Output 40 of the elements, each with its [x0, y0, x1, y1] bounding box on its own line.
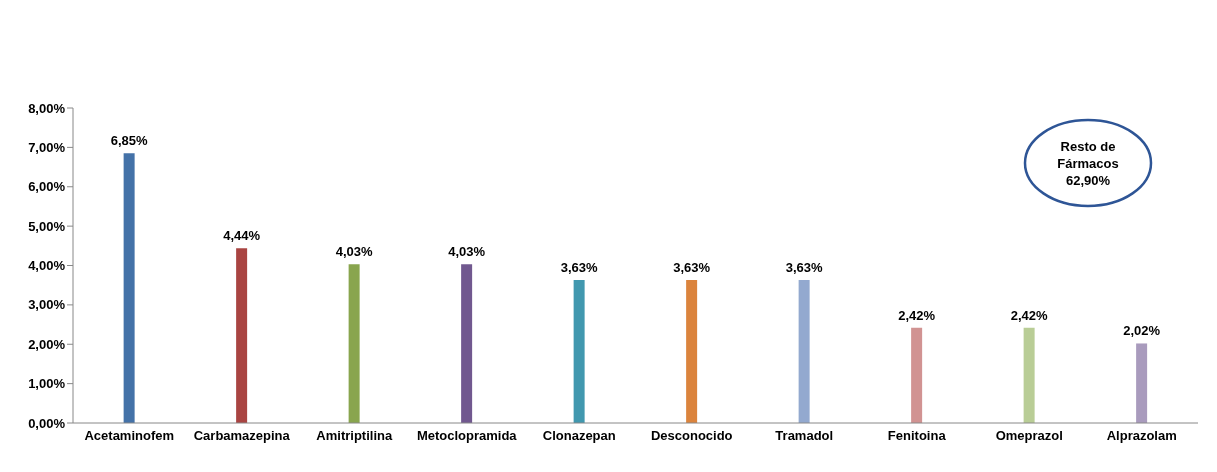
x-tick-label: Desconocido [650, 428, 733, 444]
data-label: 2,42% [898, 307, 936, 323]
data-label: 6,85% [110, 133, 148, 149]
x-tick-label: Carbamazepina [193, 428, 291, 444]
data-label: 4,03% [335, 244, 373, 260]
data-label: 2,02% [1123, 323, 1161, 339]
x-tick-label: Clonazepan [542, 428, 616, 444]
data-label: 4,03% [448, 244, 486, 260]
bar [1023, 327, 1035, 423]
data-label: 4,44% [223, 228, 261, 244]
data-label: 3,63% [673, 260, 711, 276]
x-tick-label: Acetaminofem [84, 428, 175, 444]
x-tick-label: Alprazolam [1106, 428, 1177, 444]
y-tick-label: 4,00% [28, 258, 66, 274]
bar [236, 248, 248, 423]
bar [573, 280, 585, 423]
bar [1136, 343, 1148, 423]
data-label: 3,63% [785, 260, 823, 276]
bar [461, 264, 473, 423]
annotation: Resto de Fármacos 62,90% [1056, 138, 1120, 189]
bar [686, 280, 698, 423]
y-tick-label: 1,00% [28, 376, 66, 392]
y-tick-label: 8,00% [28, 100, 66, 116]
data-label: 3,63% [560, 260, 598, 276]
bar [798, 280, 810, 423]
x-tick-label: Omeprazol [995, 428, 1063, 444]
x-tick-label: Metoclopramida [416, 428, 518, 444]
data-label: 2,42% [1010, 307, 1048, 323]
bar [348, 264, 360, 423]
bar [123, 153, 135, 423]
bar [911, 327, 923, 423]
y-tick-label: 6,00% [28, 179, 66, 195]
x-tick-label: Amitriptilina [316, 428, 393, 444]
y-tick-label: 5,00% [28, 218, 66, 234]
x-tick-label: Fenitoina [887, 428, 947, 444]
y-tick-label: 0,00% [28, 415, 66, 431]
y-tick-label: 7,00% [28, 139, 66, 155]
x-tick-label: Tramadol [775, 428, 834, 444]
y-tick-label: 3,00% [28, 297, 66, 313]
y-tick-label: 2,00% [28, 336, 66, 352]
